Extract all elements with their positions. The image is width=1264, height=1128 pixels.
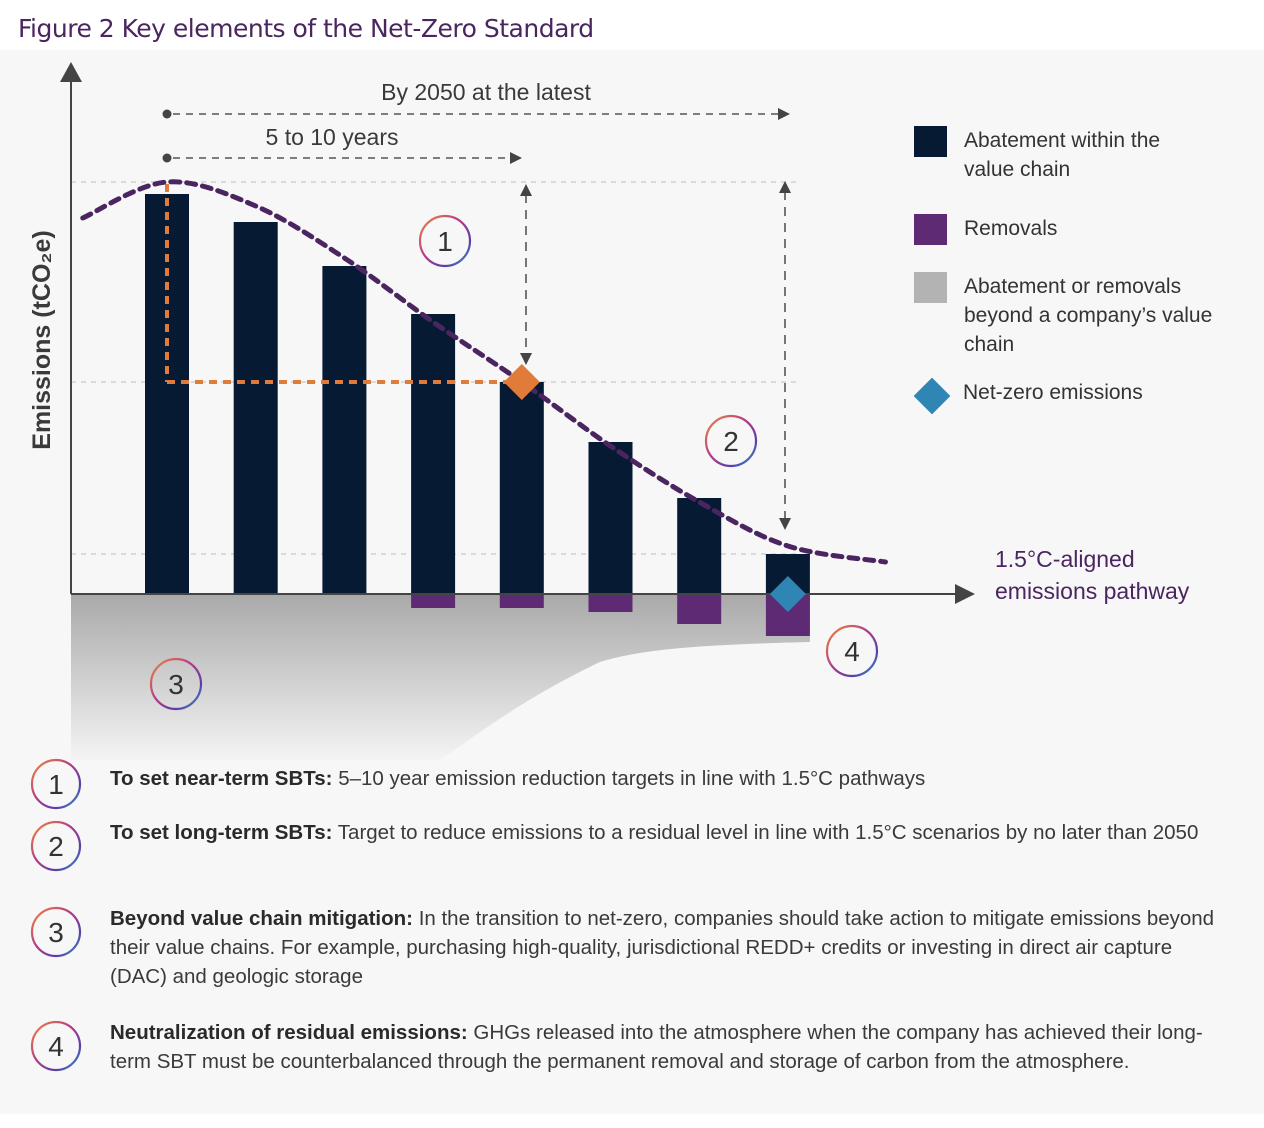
abatement-bar [411,314,456,594]
beyond-value-chain-area [71,594,810,760]
marker-ring [704,414,758,468]
figure-title: Figure 2 Key elements of the Net-Zero St… [18,14,594,43]
legend-label: Removals [964,217,1058,240]
span-near-arrow-icon [510,152,522,164]
marker-2-icon: 2 [704,414,758,468]
marker-ring [149,657,203,711]
near-term-reduction-down-arrow-icon [520,353,532,365]
note-item: 2 To set long-term SBTs: Target to reduc… [30,818,1230,872]
note-body: 5–10 year emission reduction targets in … [332,767,926,790]
beyond-swatch [914,272,947,303]
legend-item-beyond: Abatement or removals beyond a company’s… [914,272,1254,359]
pathway-label-line2: emissions pathway [995,578,1190,604]
near-term-reduction-up-arrow-icon [520,184,532,196]
note-text: Beyond value chain mitigation: In the tr… [110,904,1230,991]
long-term-reduction-up-arrow-icon [779,181,791,193]
note-heading: Neutralization of residual emissions: [110,1021,468,1044]
abatement-bar [499,382,544,594]
marker-number: 2 [723,426,739,457]
long-term-reduction-down-arrow-icon [779,518,791,530]
abatement-bar [677,498,722,594]
marker-4-icon: 4 [825,624,879,678]
abatement-bar [233,222,278,594]
pathway-label-line1: 1.5°C-aligned [995,546,1135,572]
span-2050-arrow-icon [778,108,790,120]
number-1-badge-icon: 1 [30,758,82,810]
legend-label: Net-zero emissions [963,381,1143,404]
marker-number: 4 [844,636,860,667]
y-axis-arrow-icon [60,62,82,82]
note-item: 3 Beyond value chain mitigation: In the … [30,906,1230,991]
legend-label: Abatement within the value chain [964,129,1161,181]
removals-bar [588,594,633,612]
note-text: To set near-term SBTs: 5–10 year emissio… [110,764,1230,793]
svg-text:1: 1 [48,769,64,800]
note-heading: To set long-term SBTs: [110,821,333,844]
note-text: Neutralization of residual emissions: GH… [110,1018,1230,1076]
pathway-label: 1.5°C-aligned emissions pathway [995,543,1189,607]
abatement-bar [322,266,367,594]
note-heading: To set near-term SBTs: [110,767,333,790]
emissions-chart: Emissions (tCO₂e) By 2050 at the latest … [28,62,975,760]
net-zero-diamond [769,576,806,612]
note-body: GHGs released into the atmosphere when t… [110,1021,1203,1073]
svg-text:3: 3 [48,917,64,948]
x-axis-arrow-icon [955,584,975,604]
svg-text:2: 2 [48,831,64,862]
legend-item-net-zero: Net-zero emissions [913,377,1253,415]
note-body: Target to reduce emissions to a residual… [332,821,1199,844]
abatement-bar [588,442,633,594]
marker-1-icon: 1 [418,214,472,268]
removals-bar [411,594,456,608]
svg-text:4: 4 [48,1031,64,1062]
note-item: 1 To set near-term SBTs: 5–10 year emiss… [30,758,1230,810]
number-3-badge-icon: 3 [30,906,82,958]
note-item: 4 Neutralization of residual emissions: … [30,1020,1230,1076]
span-near-start-dot [162,153,172,163]
y-axis-label: Emissions (tCO₂e) [28,230,56,449]
removals-bar [499,594,544,608]
note-text: To set long-term SBTs: Target to reduce … [110,818,1230,847]
legend-item-abatement: Abatement within the value chain [914,126,1164,184]
marker-ring [418,214,472,268]
marker-number: 1 [437,226,453,257]
number-2-badge-icon: 2 [30,820,82,872]
marker-3-icon: 3 [149,657,203,711]
near-term-target-diamond [503,364,540,400]
marker-number: 3 [168,669,184,700]
legend-label: Abatement or removals beyond a company’s… [964,275,1213,356]
span-near-label: 5 to 10 years [266,124,399,150]
note-body: In the transition to net-zero, companies… [110,907,1215,988]
removals-bar [677,594,722,624]
abatement-swatch [914,126,947,157]
span-2050-start-dot [162,109,172,119]
legend-item-removals: Removals [914,214,1254,245]
pathway-curve [80,179,888,565]
net-zero-diamond-icon [913,377,951,415]
span-2050-label: By 2050 at the latest [381,79,591,105]
note-heading: Beyond value chain mitigation: [110,907,413,930]
marker-ring [825,624,879,678]
number-4-badge-icon: 4 [30,1020,82,1072]
removals-swatch [914,214,947,245]
